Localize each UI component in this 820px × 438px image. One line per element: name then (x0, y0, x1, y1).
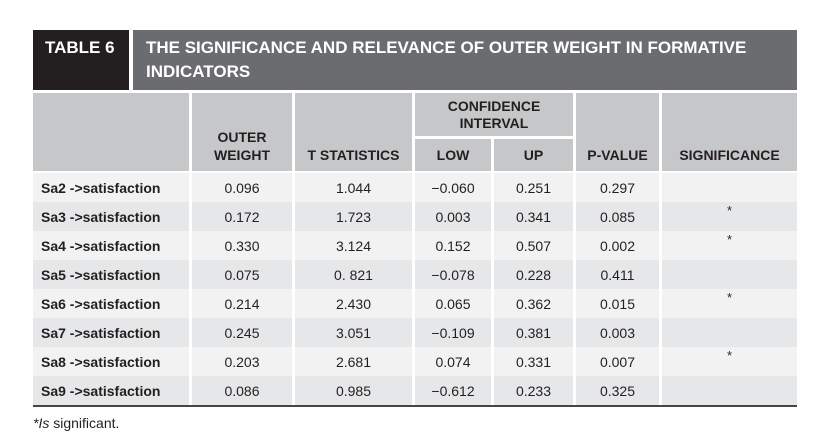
header-ci-low: LOW (415, 139, 491, 171)
table-title-bar: TABLE 6 THE SIGNIFICANCE AND RELEVANCE O… (33, 30, 797, 90)
header-outer-weight: OUTER WEIGHT (192, 93, 292, 171)
header-t-statistics: T STATISTICS (295, 93, 412, 171)
significance-value (662, 260, 797, 289)
table-title-text: THE SIGNIFICANCE AND RELEVANCE OF OUTER … (146, 38, 747, 81)
ci-up-value: 0.341 (494, 202, 573, 231)
p-value: 0.007 (576, 347, 659, 376)
p-value: 0.003 (576, 318, 659, 347)
header-ci-subrow: LOW UP (415, 139, 573, 171)
significance-value: * (662, 347, 797, 376)
footnote-text: significant. (49, 415, 120, 431)
ci-up-value: 0.362 (494, 289, 573, 318)
table-title: THE SIGNIFICANCE AND RELEVANCE OF OUTER … (133, 30, 797, 90)
t-statistics-value: 1.723 (295, 202, 412, 231)
table-row: Sa8 ->satisfaction 0.203 2.681 0.074 0.3… (33, 347, 797, 376)
table-row: Sa2 ->satisfaction 0.096 1.044 −0.060 0.… (33, 173, 797, 202)
t-statistics-value: 0.985 (295, 376, 412, 405)
ci-low-value: −0.060 (415, 173, 491, 202)
outer-weight-value: 0.330 (192, 231, 292, 260)
row-label: Sa7 ->satisfaction (33, 318, 189, 347)
header-confidence-interval-group: CONFIDENCE INTERVAL LOW UP (415, 93, 573, 171)
ci-up-value: 0.228 (494, 260, 573, 289)
row-label: Sa8 ->satisfaction (33, 347, 189, 376)
ci-up-value: 0.381 (494, 318, 573, 347)
p-value: 0.297 (576, 173, 659, 202)
footnote-marker: *Is (33, 415, 50, 431)
ci-up-value: 0.251 (494, 173, 573, 202)
row-label: Sa2 ->satisfaction (33, 173, 189, 202)
table-header-row: OUTER WEIGHT T STATISTICS CONFIDENCE INT… (33, 93, 797, 171)
outer-weight-value: 0.075 (192, 260, 292, 289)
p-value: 0.411 (576, 260, 659, 289)
significance-value: * (662, 231, 797, 260)
header-confidence-interval: CONFIDENCE INTERVAL (415, 93, 573, 136)
ci-up-value: 0.233 (494, 376, 573, 405)
ci-low-value: −0.078 (415, 260, 491, 289)
outer-weight-value: 0.203 (192, 347, 292, 376)
p-value: 0.325 (576, 376, 659, 405)
table-footnote: *Is significant. (33, 415, 797, 431)
ci-low-value: 0.152 (415, 231, 491, 260)
ci-low-value: 0.065 (415, 289, 491, 318)
ci-low-value: −0.612 (415, 376, 491, 405)
outer-weight-value: 0.172 (192, 202, 292, 231)
table-row: Sa9 ->satisfaction 0.086 0.985 −0.612 0.… (33, 376, 797, 405)
t-statistics-value: 1.044 (295, 173, 412, 202)
table-row: Sa3 ->satisfaction 0.172 1.723 0.003 0.3… (33, 202, 797, 231)
t-statistics-value: 3.124 (295, 231, 412, 260)
row-label: Sa5 ->satisfaction (33, 260, 189, 289)
t-statistics-value: 2.430 (295, 289, 412, 318)
significance-value: * (662, 202, 797, 231)
row-label: Sa4 ->satisfaction (33, 231, 189, 260)
row-label: Sa3 ->satisfaction (33, 202, 189, 231)
ci-up-value: 0.331 (494, 347, 573, 376)
significance-value (662, 376, 797, 405)
outer-weight-value: 0.245 (192, 318, 292, 347)
significance-table: TABLE 6 THE SIGNIFICANCE AND RELEVANCE O… (33, 30, 797, 431)
ci-low-value: −0.109 (415, 318, 491, 347)
ci-low-value: 0.003 (415, 202, 491, 231)
outer-weight-value: 0.214 (192, 289, 292, 318)
header-row-label (33, 93, 189, 171)
p-value: 0.002 (576, 231, 659, 260)
outer-weight-value: 0.096 (192, 173, 292, 202)
p-value: 0.015 (576, 289, 659, 318)
table-row: Sa5 ->satisfaction 0.075 0. 821 −0.078 0… (33, 260, 797, 289)
t-statistics-value: 0. 821 (295, 260, 412, 289)
t-statistics-value: 3.051 (295, 318, 412, 347)
t-statistics-value: 2.681 (295, 347, 412, 376)
table-number-tag: TABLE 6 (33, 30, 129, 90)
p-value: 0.085 (576, 202, 659, 231)
table-row: Sa4 ->satisfaction 0.330 3.124 0.152 0.5… (33, 231, 797, 260)
significance-value (662, 318, 797, 347)
table-row: Sa7 ->satisfaction 0.245 3.051 −0.109 0.… (33, 318, 797, 347)
significance-value (662, 173, 797, 202)
row-label: Sa6 ->satisfaction (33, 289, 189, 318)
outer-weight-value: 0.086 (192, 376, 292, 405)
row-label: Sa9 ->satisfaction (33, 376, 189, 405)
header-ci-up: UP (494, 139, 573, 171)
ci-low-value: 0.074 (415, 347, 491, 376)
ci-up-value: 0.507 (494, 231, 573, 260)
header-significance: SIGNIFICANCE (662, 93, 797, 171)
table-row: Sa6 ->satisfaction 0.214 2.430 0.065 0.3… (33, 289, 797, 318)
table-body: Sa2 ->satisfaction 0.096 1.044 −0.060 0.… (33, 173, 797, 407)
header-p-value: P-VALUE (576, 93, 659, 171)
significance-value: * (662, 289, 797, 318)
